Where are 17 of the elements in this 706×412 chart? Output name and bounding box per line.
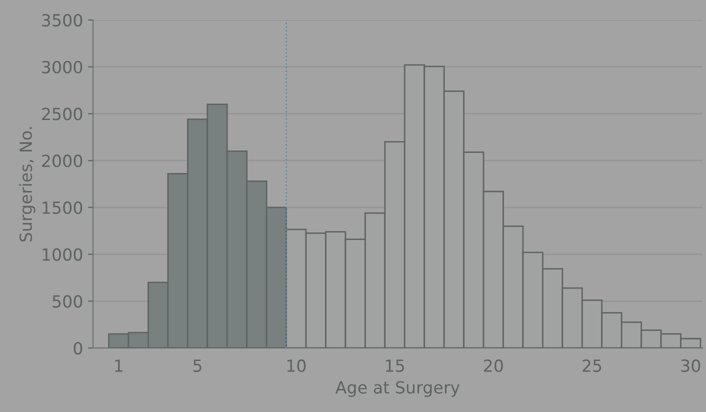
y-tick-label: 2500 — [42, 108, 82, 120]
x-axis-title: Age at Surgery — [335, 381, 460, 397]
y-tick-label: 1000 — [42, 248, 82, 261]
y-tick-label: 0 — [74, 342, 82, 355]
y-tick-label: 500 — [52, 295, 82, 308]
x-tick-label: 30 — [681, 359, 700, 372]
x-tick-label: 20 — [484, 359, 503, 372]
y-axis-title: Surgeries, No. — [19, 127, 36, 242]
y-tick-label: 3500 — [42, 14, 82, 27]
y-tick-label: 3000 — [42, 60, 82, 74]
y-tick-label: 2000 — [42, 154, 82, 168]
x-tick-label: 5 — [194, 360, 202, 372]
x-tick-label: 15 — [386, 360, 404, 372]
y-tick-label: 1500 — [42, 201, 82, 214]
x-tick-label: 1 — [115, 360, 122, 372]
x-tick-label: 25 — [582, 359, 602, 372]
x-tick-label: 10 — [287, 359, 306, 372]
